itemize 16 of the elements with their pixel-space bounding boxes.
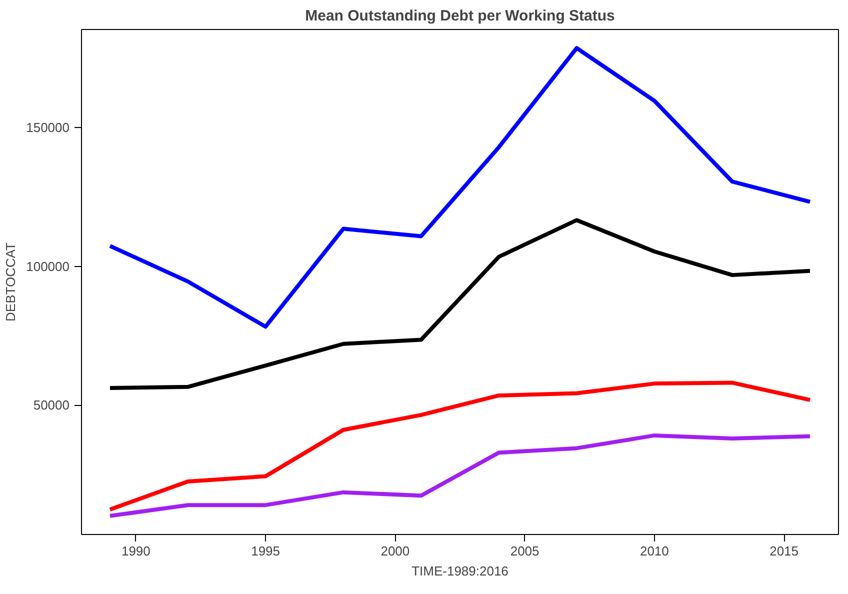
chart-title: Mean Outstanding Debt per Working Status <box>305 8 615 24</box>
line-series <box>108 433 812 518</box>
x-axis-title: TIME-1989:2016 <box>412 564 508 578</box>
x-tick-label: 2000 <box>380 544 410 558</box>
y-tick-label: 100000 <box>26 258 70 274</box>
x-tick-label: 2005 <box>510 544 540 558</box>
line-series <box>108 218 812 390</box>
x-tick-label: 1990 <box>121 544 150 558</box>
x-tick-label: 2010 <box>640 544 669 558</box>
y-axis-title: DEBTOCCAT <box>3 242 18 322</box>
x-tick-label: 2015 <box>770 544 799 558</box>
y-tick-label: 150000 <box>26 120 70 136</box>
x-tick-label: 1995 <box>251 544 280 558</box>
line-series <box>108 380 812 512</box>
line-series <box>108 46 812 329</box>
y-tick-label: 50000 <box>33 398 70 413</box>
